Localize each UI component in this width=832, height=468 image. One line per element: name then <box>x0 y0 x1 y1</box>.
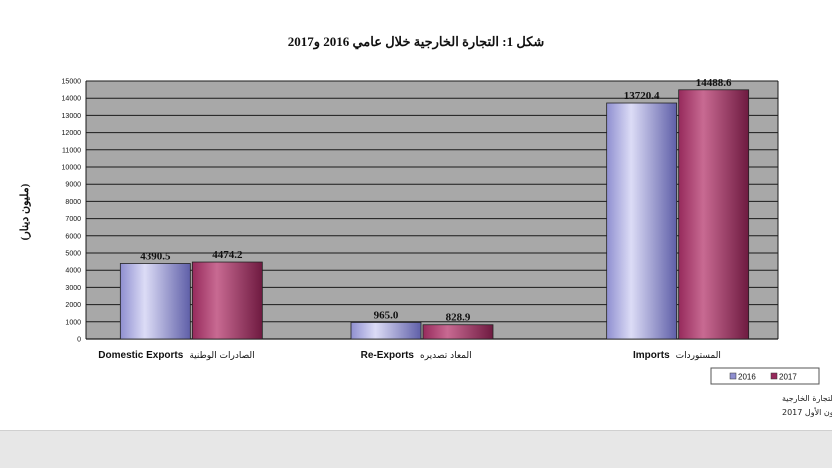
legend-box <box>710 367 820 385</box>
category-labels: Domestic Exports الصادرات الوطنية Re-Expor… <box>98 350 721 361</box>
data-label: 4474.2 <box>212 249 243 261</box>
y-tick-label: 13000 <box>62 113 82 120</box>
y-tick-label: 0 <box>77 337 81 344</box>
data-label: 965.0 <box>374 309 399 321</box>
category-label-ar: المعاد تصديره <box>420 351 472 361</box>
bar-2016-1 <box>350 322 422 340</box>
category-label-en: Domestic Exports <box>98 350 183 361</box>
source-line-2: تقرير إحصاءات التجارة الخارجية لشهر كانو… <box>782 407 832 418</box>
y-tick-label: 4000 <box>65 268 81 275</box>
source-line-1: المصدر: دائرة الإحصاءات العامة قسم التجا… <box>782 394 832 404</box>
bar-2016-2 <box>606 102 678 340</box>
legend-swatch-2017 <box>770 372 778 380</box>
y-tick-label: 1000 <box>65 319 81 326</box>
bars: 4390.5 4474.2 965.0 828.9 13720.4 14488.6 <box>119 77 750 340</box>
legend-swatch-2016 <box>729 372 737 380</box>
legend-label-2016: 2016 <box>738 373 756 382</box>
y-tick-label: 5000 <box>65 251 81 258</box>
y-tick-label: 2000 <box>65 302 81 309</box>
y-tick-label: 11000 <box>62 147 81 154</box>
category-label-en: Imports <box>633 350 670 361</box>
data-label: 13720.4 <box>624 90 660 102</box>
y-tick-label: 8000 <box>65 199 81 206</box>
bar-2017-2 <box>678 89 750 340</box>
legend: 2016 2017 <box>710 367 820 385</box>
category-label-ar: المستوردات <box>676 351 721 361</box>
category-label-en: Re-Exports <box>361 350 415 361</box>
y-tick-label: 7000 <box>65 216 81 223</box>
y-tick-label: 12000 <box>62 130 82 137</box>
data-label: 828.9 <box>446 312 471 324</box>
y-axis-ticks: 0 1000 2000 3000 4000 5000 6000 7000 8000 9000 100… <box>62 79 82 344</box>
y-tick-label: 9000 <box>65 182 81 189</box>
bar-2017-1 <box>422 324 494 340</box>
data-label: 4390.5 <box>140 250 171 262</box>
bar-2016-0 <box>119 263 191 340</box>
bar-2017-0 <box>191 261 263 340</box>
legend-label-2017: 2017 <box>779 373 797 382</box>
y-tick-label: 3000 <box>65 285 81 292</box>
chart-title: شكل 1: التجارة الخارجية خلال عامي 2016 و… <box>288 34 545 50</box>
y-axis-label: (مليون دينار) <box>19 183 31 240</box>
y-tick-label: 10000 <box>62 165 82 172</box>
y-tick-label: 14000 <box>62 96 82 103</box>
y-tick-label: 6000 <box>65 233 81 240</box>
y-tick-label: 15000 <box>62 79 82 86</box>
data-label: 14488.6 <box>696 77 732 89</box>
category-label-ar: الصادرات الوطنية <box>189 351 254 361</box>
